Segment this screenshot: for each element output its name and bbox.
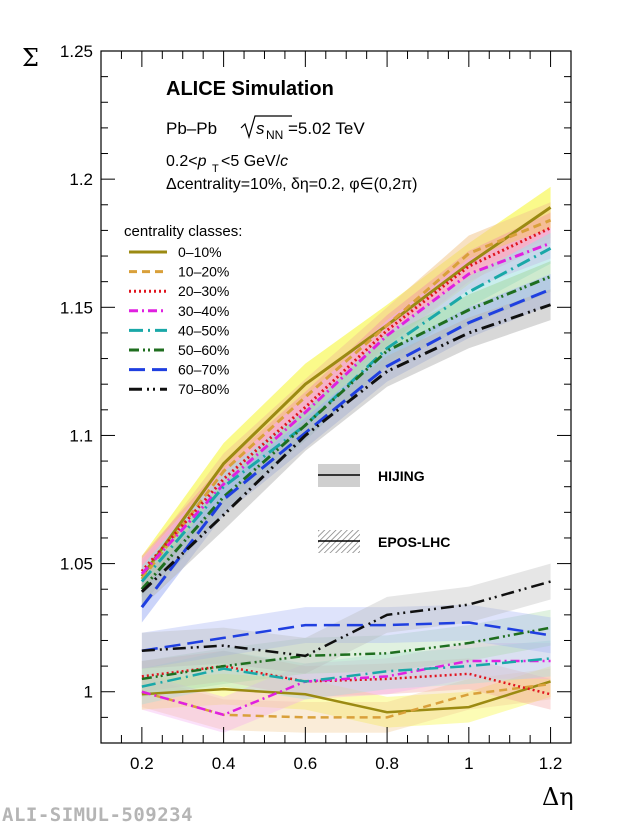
x-axis-title: Δη (542, 783, 574, 811)
params-label: Δcentrality=10%, δη=0.2, φ∈(0,2π) (166, 176, 418, 193)
pt-range-pre: 0.2<p (166, 153, 207, 170)
epos-bands (141, 563, 551, 733)
hijing-band-7 (141, 289, 551, 608)
pt-range-sub: T (212, 163, 219, 175)
epos-line-7 (141, 580, 551, 658)
y-tick-label: 1.25 (60, 42, 93, 61)
hijing-line-0 (140, 206, 552, 578)
system-label: Pb–Pb (166, 119, 217, 138)
figure-id: ALI-SIMUL-509234 (2, 804, 194, 826)
axes (100, 50, 572, 744)
epos-band-6 (141, 604, 551, 669)
x-tick-label: 0.2 (130, 754, 154, 773)
legend-label-6: 60–70% (178, 362, 229, 378)
y-tick-label: 1.1 (69, 426, 93, 445)
x-tick-label: 0.8 (375, 754, 399, 773)
epos-legend-label: EPOS-LHC (378, 534, 450, 550)
legend-label-3: 30–40% (178, 303, 229, 319)
x-tick-label: 1 (464, 754, 473, 773)
legend-label-4: 40–50% (178, 322, 229, 338)
x-tick-label: 0.6 (294, 754, 318, 773)
series-lines (140, 206, 552, 719)
chart-title: ALICE Simulation (166, 78, 334, 100)
hijing-band-4 (141, 232, 551, 597)
legend-label-7: 70–80% (178, 381, 229, 397)
plot-frame (100, 50, 572, 744)
y-tick-label: 1.2 (69, 170, 93, 189)
epos-line-5 (141, 626, 551, 681)
hijing-line-7 (140, 303, 552, 593)
model-legend: HIJING EPOS-LHC (318, 464, 450, 553)
epos-band-5 (141, 609, 551, 697)
y-tick-label: 1 (84, 683, 93, 702)
pt-range-post: <5 GeV/c (221, 153, 288, 170)
epos-line-3 (141, 659, 551, 717)
energy-subscript: NN (266, 128, 283, 142)
legend-label-1: 10–20% (178, 264, 229, 280)
x-tick-label: 0.4 (212, 754, 236, 773)
ticks: 0.2 0.4 0.6 0.8 1 1.2 1 1.05 1.1 1.15 1.2 1.25 (60, 42, 572, 773)
energy-symbol: s (256, 119, 265, 138)
epos-band-4 (141, 640, 551, 705)
legend-label-5: 50–60% (178, 342, 229, 358)
epos-band-1 (141, 668, 551, 733)
hijing-legend-label: HIJING (378, 468, 425, 484)
hijing-line-1 (140, 218, 552, 580)
epos-line-0 (141, 680, 551, 714)
collision-system: Pb–Pb s NN =5.02 TeV (166, 115, 365, 142)
epos-band-7 (141, 563, 551, 674)
epos-line-4 (141, 657, 551, 688)
energy-value: =5.02 TeV (288, 119, 365, 138)
y-tick-label: 1.15 (60, 298, 93, 317)
y-tick-label: 1.05 (60, 555, 93, 574)
epos-band-0 (141, 666, 551, 728)
hijing-line-3 (140, 241, 552, 575)
legend: 0–10% 10–20% 20–30% 30–40% 40–50% 50–60% 60–70… (129, 244, 229, 397)
legend-label-2: 20–30% (178, 283, 229, 299)
hijing-line-4 (140, 247, 552, 583)
legend-title: centrality classes: (124, 223, 242, 240)
y-axis-title: Σ (22, 44, 39, 72)
sqrt-icon (240, 115, 292, 140)
pt-range: 0.2<p T <5 GeV/c (166, 153, 288, 175)
epos-line-2 (141, 664, 551, 696)
hijing-line-5 (140, 275, 552, 591)
x-tick-label: 1.2 (539, 754, 563, 773)
legend-label-0: 0–10% (178, 244, 222, 260)
